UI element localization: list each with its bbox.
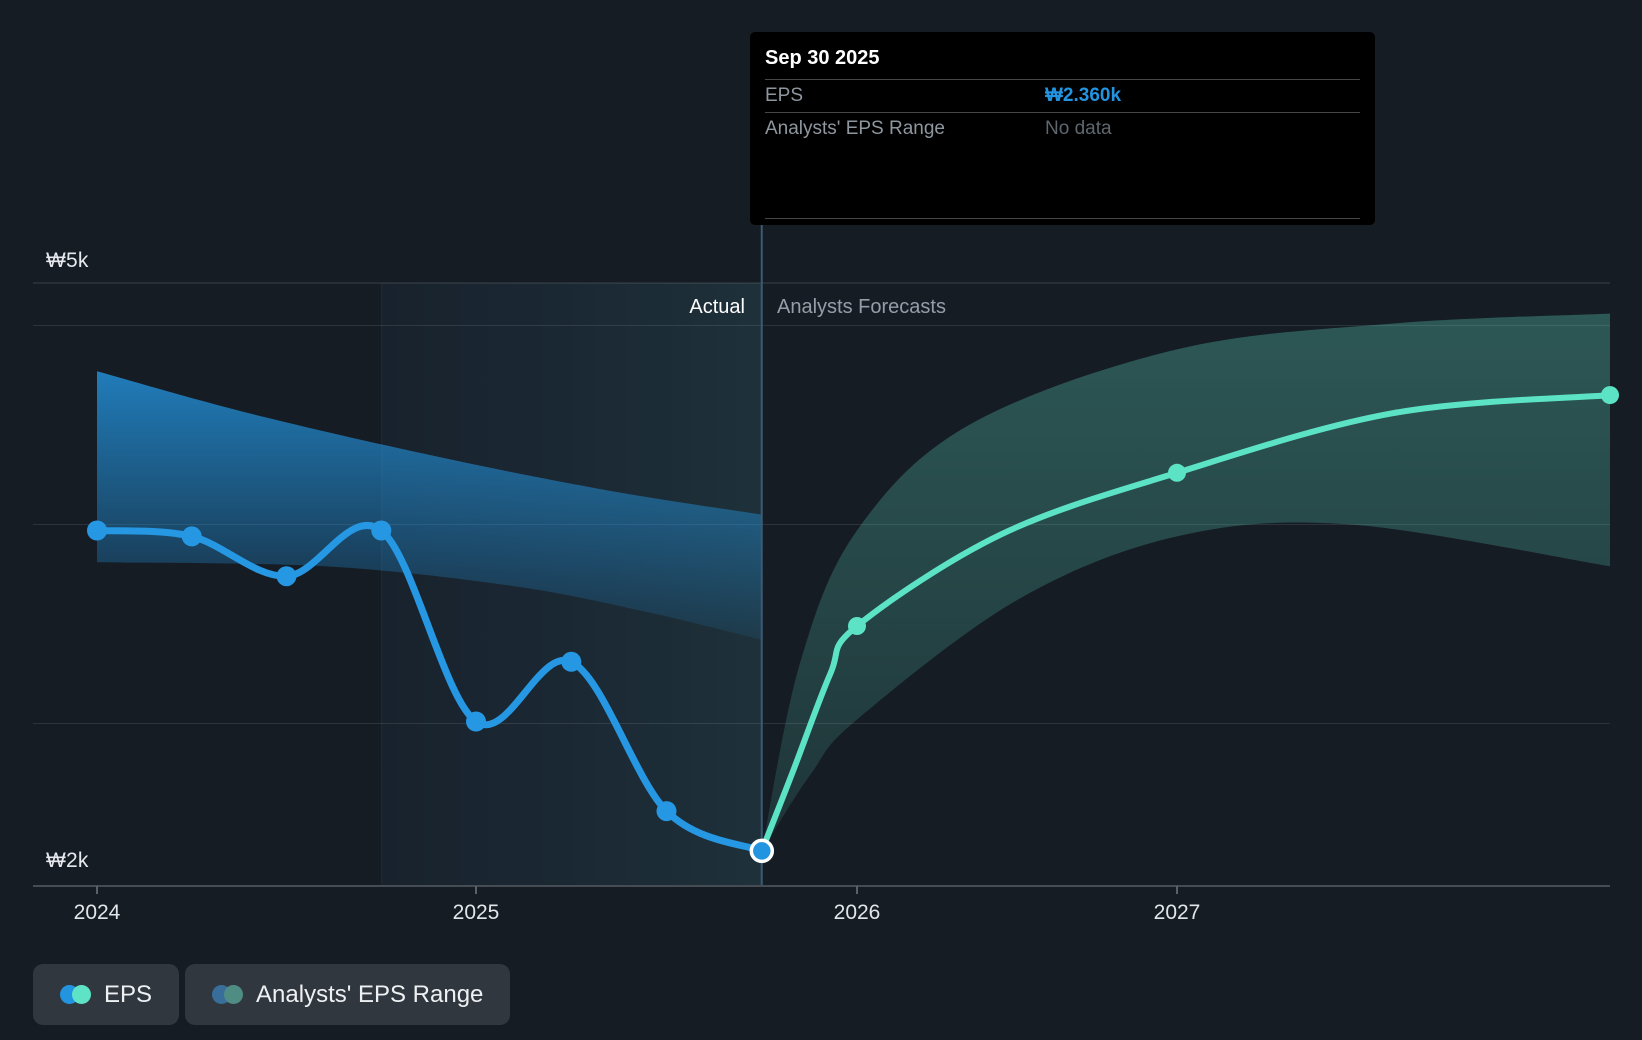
tooltip-row-eps-range: Analysts' EPS Range No data: [765, 113, 1360, 145]
eps-teal-dot-icon: [72, 985, 91, 1004]
data-point[interactable]: [181, 526, 202, 547]
y-axis-label-bottom: ₩2k: [46, 849, 89, 872]
tooltip-bottom-divider: [765, 218, 1360, 219]
tooltip-range-label: Analysts' EPS Range: [765, 118, 945, 139]
chart-legend: EPS Analysts' EPS Range: [33, 964, 511, 1025]
tooltip-row-eps: EPS ₩2.360k: [765, 80, 1360, 113]
actual-region-label: Actual: [689, 296, 745, 318]
data-point[interactable]: [561, 651, 582, 672]
line-eps-forecast: [758, 392, 1613, 854]
y-axis-label-top: ₩5k: [46, 249, 89, 272]
x-tick-label-2026: 2026: [833, 901, 881, 924]
range-legend-dots-icon: [212, 985, 244, 1004]
data-point[interactable]: [1168, 463, 1186, 482]
eps-legend-dots-icon: [60, 985, 91, 1004]
tooltip-eps-label: EPS: [765, 85, 804, 106]
x-tick-label-2025: 2025: [452, 901, 500, 924]
tooltip-eps-value: ₩2.360k: [1045, 85, 1122, 106]
legend-eps-label: EPS: [104, 980, 153, 1008]
x-axis: [33, 885, 1610, 894]
line-eps-actual: [93, 521, 766, 855]
tooltip-range-value: No data: [1045, 118, 1112, 139]
data-point[interactable]: [1601, 386, 1619, 405]
tooltip-date: Sep 30 2025: [765, 45, 1360, 80]
x-tick-label-2024: 2024: [73, 901, 121, 924]
x-tick-label-2027: 2027: [1153, 901, 1201, 924]
data-point[interactable]: [848, 617, 866, 635]
band-teal: [761, 313, 1610, 851]
chart-tooltip: Sep 30 2025 EPS ₩2.360k Analysts' EPS Ra…: [750, 32, 1375, 225]
band-blue: [97, 371, 762, 640]
legend-item-analysts-eps-range[interactable]: Analysts' EPS Range: [185, 964, 511, 1025]
legend-range-label: Analysts' EPS Range: [256, 980, 484, 1008]
data-point[interactable]: [276, 566, 297, 587]
data-point[interactable]: [87, 520, 107, 541]
data-point[interactable]: [466, 711, 486, 732]
range-teal-dot-icon: [224, 985, 244, 1004]
data-point[interactable]: [371, 520, 392, 541]
legend-item-eps[interactable]: EPS: [33, 964, 180, 1025]
hovered-data-point[interactable]: [749, 838, 775, 864]
forecast-region-label: Analysts Forecasts: [777, 296, 946, 318]
data-point[interactable]: [656, 801, 677, 822]
